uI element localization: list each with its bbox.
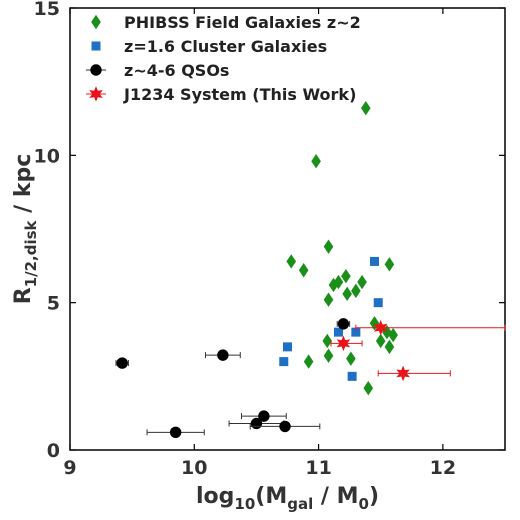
x-tick-label: 10 (181, 457, 207, 479)
data-point (298, 263, 309, 278)
data-point (351, 283, 361, 299)
x-tick-label: 11 (305, 457, 331, 479)
x-axis-label-part: ) (369, 484, 379, 509)
x-axis-label: log10(Mgal / M0) (196, 484, 379, 513)
data-point (286, 254, 297, 269)
data-point (323, 239, 334, 254)
data-point (384, 257, 395, 272)
y-tick-label: 15 (34, 0, 60, 20)
x-axis-label-part: log (196, 484, 234, 509)
legend-label: z=1.6 Cluster Galaxies (124, 37, 327, 56)
series-star (330, 319, 506, 382)
data-point (351, 327, 361, 337)
legend-marker (91, 14, 101, 30)
legend-label: z~4-6 QSOs (124, 61, 229, 80)
data-point (341, 268, 351, 284)
y-axis-label: R1/2,disk / kpc (11, 154, 40, 305)
data-point (169, 426, 182, 439)
data-point (363, 380, 374, 396)
series-square (279, 256, 383, 381)
x-axis-label-part: / M (313, 484, 358, 509)
data-point (375, 333, 386, 349)
y-tick-label: 5 (47, 293, 60, 315)
x-tick-label: 12 (430, 457, 456, 479)
data-point (258, 410, 270, 422)
legend-label: J1234 System (This Work) (123, 85, 356, 104)
data-point (303, 354, 314, 369)
data-point (347, 371, 357, 381)
data-point (333, 274, 344, 290)
data-point (217, 349, 229, 361)
y-axis-label-part: / kpc (11, 154, 36, 221)
data-point (337, 318, 350, 330)
series-circle (115, 318, 351, 439)
data-point (279, 357, 289, 367)
y-tick-label: 10 (34, 145, 60, 167)
data-point (373, 298, 383, 308)
x-axis-label-part: gal (287, 495, 313, 513)
data-point (322, 333, 333, 349)
data-point (370, 256, 379, 266)
data-point (346, 351, 356, 366)
y-axis-label-part: 1/2,disk (22, 219, 40, 287)
data-point (250, 417, 263, 430)
data-point (311, 154, 321, 169)
data-point (342, 286, 352, 302)
x-tick-label: 9 (63, 457, 76, 479)
data-point (336, 335, 351, 352)
x-axis-label-part: 0 (359, 495, 369, 513)
data-point (361, 100, 371, 116)
data-point (357, 274, 367, 290)
y-tick-label: 0 (47, 440, 60, 462)
data-point (283, 342, 292, 352)
x-axis-label-part: (M (255, 484, 287, 509)
data-point (116, 357, 128, 369)
data-point (333, 327, 343, 337)
x-axis-label-part: 10 (234, 495, 255, 513)
data-point (323, 348, 334, 363)
legend-label: PHIBSS Field Galaxies z~2 (124, 13, 361, 32)
data-point (384, 339, 395, 355)
data-point (279, 420, 291, 433)
y-axis-label-part: R (11, 287, 36, 304)
data-point (323, 292, 334, 307)
data-point (396, 365, 410, 382)
plot-area-frame (69, 7, 506, 451)
series-diamond (286, 100, 398, 396)
legend-marker (91, 41, 101, 51)
data-point (373, 319, 388, 336)
legend-marker (90, 64, 102, 76)
legend-marker (89, 86, 103, 102)
data-point (388, 327, 398, 343)
